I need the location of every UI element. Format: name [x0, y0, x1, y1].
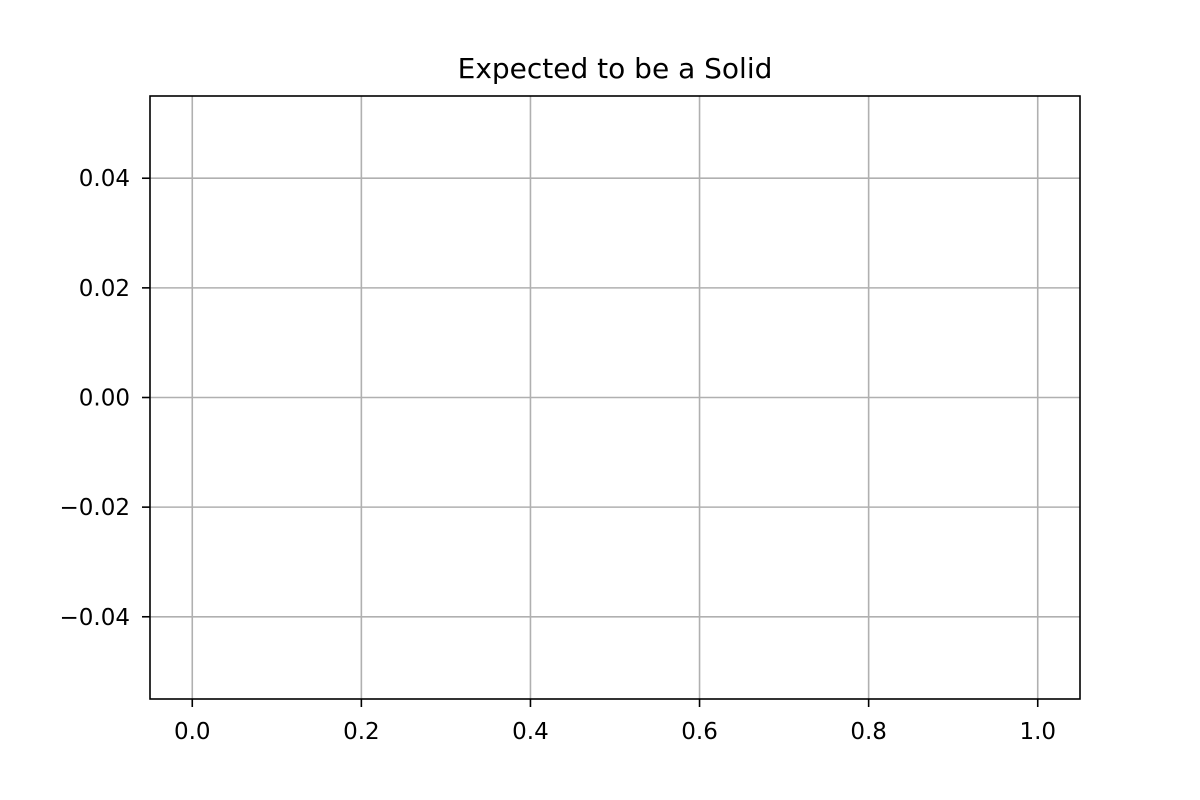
y-tick-label: 0.00	[79, 386, 130, 412]
x-tick-label: 1.0	[1019, 719, 1056, 745]
x-tick-label: 0.6	[681, 719, 718, 745]
y-tick-label: −0.04	[60, 605, 130, 631]
y-tick-label: −0.02	[60, 495, 130, 521]
x-tick-label: 0.2	[343, 719, 380, 745]
x-tick-label: 0.4	[512, 719, 549, 745]
y-tick-label: 0.04	[79, 166, 130, 192]
y-tick-label: 0.02	[79, 276, 130, 302]
x-tick-label: 0.0	[174, 719, 211, 745]
grid-layer	[150, 96, 1080, 699]
chart-title: Expected to be a Solid	[458, 52, 773, 85]
x-tick-label: 0.8	[850, 719, 887, 745]
plot-frame	[149, 95, 1081, 700]
ticks-layer: 0.0 0.2 0.4 0.6 0.8 1.0 −0.04 −0.02 0.00 0.02 0.04	[60, 166, 1057, 745]
